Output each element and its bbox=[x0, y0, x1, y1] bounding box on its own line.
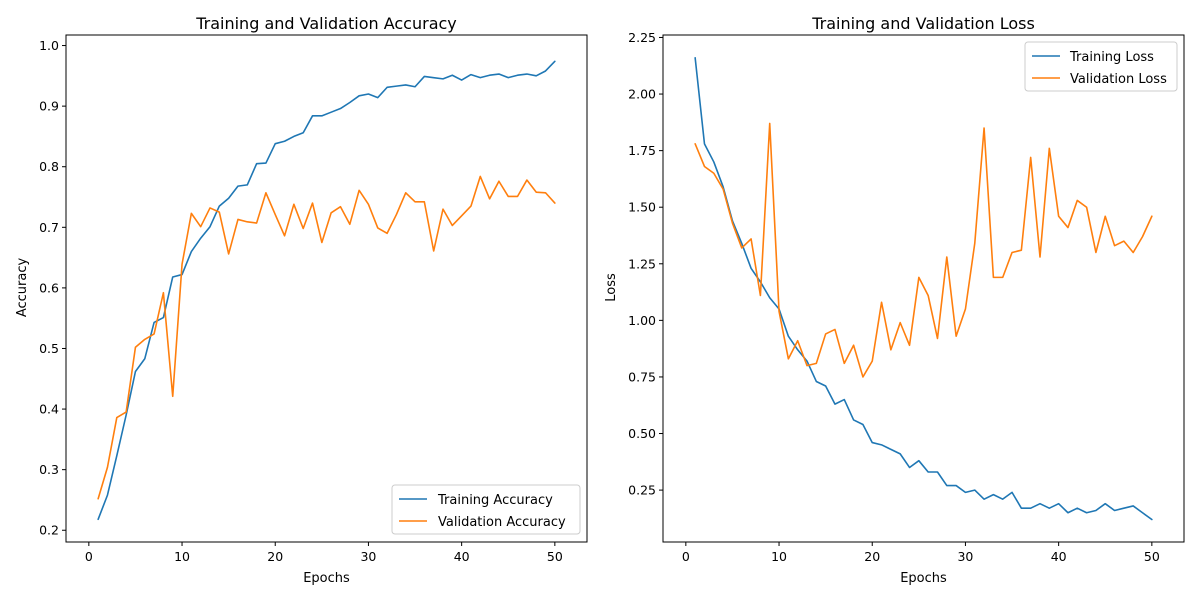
accuracy-series-lines bbox=[97, 60, 556, 521]
accuracy-y-tick-label: 0.2 bbox=[39, 523, 59, 538]
loss-x-tick-label: 30 bbox=[957, 549, 973, 564]
loss-x-tick-label: 20 bbox=[864, 549, 880, 564]
accuracy-x-tick-label: 30 bbox=[360, 549, 376, 564]
accuracy-y-tick-label: 0.5 bbox=[39, 341, 59, 356]
accuracy-y-tick-label: 0.9 bbox=[39, 99, 59, 114]
loss-legend-box bbox=[1024, 41, 1178, 92]
accuracy-y-tick-label: 0.8 bbox=[39, 159, 59, 174]
accuracy-y-axis-label: Accuracy bbox=[15, 258, 30, 318]
loss-x-tick-label: 0 bbox=[682, 549, 690, 564]
loss-plot-frame bbox=[662, 34, 1185, 543]
accuracy-legend-label-validation: Validation Accuracy bbox=[438, 515, 566, 530]
accuracy-x-axis-label: Epochs bbox=[303, 571, 350, 586]
loss-chart: Training and Validation Loss Epochs Loss… bbox=[604, 14, 1185, 586]
loss-y-tick-label: 1.50 bbox=[628, 200, 656, 215]
accuracy-y-tick-label: 0.4 bbox=[39, 402, 59, 417]
loss-y-tick-label: 2.25 bbox=[628, 30, 656, 45]
accuracy-y-tick-label: 0.3 bbox=[39, 462, 59, 477]
loss-y-axis-label: Loss bbox=[604, 273, 619, 302]
accuracy-series-line-training bbox=[97, 60, 556, 521]
accuracy-x-tick-label: 40 bbox=[454, 549, 470, 564]
loss-x-tick-label: 10 bbox=[771, 549, 787, 564]
accuracy-y-tick-label: 0.7 bbox=[39, 220, 59, 235]
accuracy-legend-label-training: Training Accuracy bbox=[437, 493, 553, 508]
accuracy-chart: Training and Validation Accuracy Epochs … bbox=[15, 14, 588, 586]
accuracy-series-line-validation bbox=[97, 175, 556, 500]
accuracy-axis-ticks: 0 10 20 30 40 50 0.2 0.3 0.4 0.5 0.6 0.7 0.8 0.9 1.0 bbox=[39, 38, 563, 564]
loss-legend-label-validation: Validation Loss bbox=[1070, 72, 1167, 87]
loss-legend: Training Loss Validation Loss bbox=[1024, 41, 1178, 92]
accuracy-y-tick-label: 1.0 bbox=[39, 38, 59, 53]
loss-y-tick-label: 1.00 bbox=[628, 313, 656, 328]
loss-axis-ticks: 0 10 20 30 40 50 0.25 0.50 0.75 1.00 1.25 1.50 1.75 2… bbox=[628, 30, 1160, 564]
accuracy-y-tick-label: 0.6 bbox=[39, 280, 59, 295]
accuracy-plot-frame bbox=[65, 34, 588, 543]
loss-series-lines bbox=[694, 57, 1153, 521]
accuracy-chart-title: Training and Validation Accuracy bbox=[195, 14, 457, 33]
accuracy-legend: Training Accuracy Validation Accuracy bbox=[391, 484, 581, 535]
loss-y-tick-label: 2.00 bbox=[628, 87, 656, 102]
accuracy-x-tick-label: 50 bbox=[547, 549, 563, 564]
accuracy-x-tick-label: 0 bbox=[85, 549, 93, 564]
loss-series-line-validation bbox=[694, 122, 1153, 378]
loss-y-tick-label: 1.75 bbox=[628, 143, 656, 158]
accuracy-x-tick-label: 20 bbox=[267, 549, 283, 564]
loss-legend-label-training: Training Loss bbox=[1069, 50, 1154, 65]
loss-y-tick-label: 1.25 bbox=[628, 256, 656, 271]
loss-series-line-training bbox=[694, 57, 1153, 521]
loss-y-tick-label: 0.25 bbox=[628, 483, 656, 498]
loss-chart-title: Training and Validation Loss bbox=[811, 14, 1035, 33]
accuracy-x-tick-label: 10 bbox=[174, 549, 190, 564]
accuracy-legend-box bbox=[391, 484, 581, 535]
loss-x-axis-label: Epochs bbox=[900, 571, 947, 586]
loss-x-tick-label: 50 bbox=[1144, 549, 1160, 564]
loss-y-tick-label: 0.50 bbox=[628, 426, 656, 441]
loss-x-tick-label: 40 bbox=[1051, 549, 1067, 564]
loss-y-tick-label: 0.75 bbox=[628, 369, 656, 384]
